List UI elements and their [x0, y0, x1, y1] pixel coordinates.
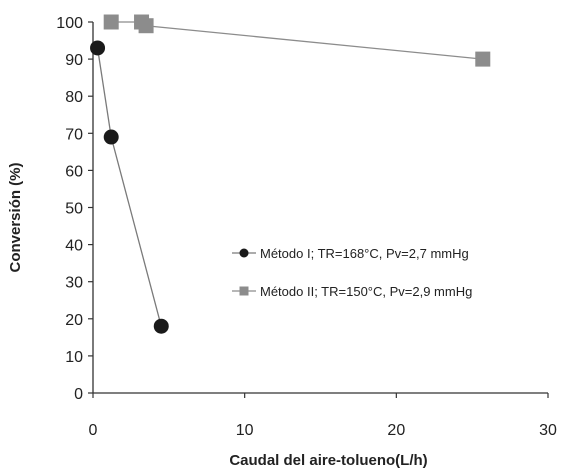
y-tick-label: 70	[65, 126, 83, 143]
legend-label: Método II; TR=150°C, Pv=2,9 mmHg	[260, 284, 472, 299]
y-tick-label: 30	[65, 275, 83, 292]
y-tick-label: 60	[65, 163, 83, 180]
y-axis-title: Conversión (%)	[7, 162, 24, 272]
data-point	[138, 18, 154, 34]
series-1	[90, 40, 169, 334]
y-tick-label: 10	[65, 349, 83, 366]
x-tick-label: 10	[236, 422, 254, 439]
data-point	[103, 14, 119, 30]
data-point	[475, 51, 491, 67]
x-ticks: 0 10 20 30	[89, 393, 557, 439]
y-tick-label: 0	[74, 386, 83, 403]
x-tick-label: 20	[387, 422, 405, 439]
x-tick-label: 0	[89, 422, 98, 439]
data-series	[90, 14, 491, 334]
y-tick-label: 40	[65, 238, 83, 255]
y-tick-label: 100	[56, 15, 83, 32]
x-tick-label: 30	[539, 422, 557, 439]
y-tick-label: 20	[65, 312, 83, 329]
data-point	[103, 129, 119, 145]
y-ticks: 0 10 20 30 40 50 60 70 80 90 100	[56, 15, 93, 403]
legend: Método I; TR=168°C, Pv=2,7 mmHg Método II…	[232, 246, 472, 299]
legend-marker	[239, 286, 249, 296]
data-point	[90, 40, 106, 56]
series-2	[103, 14, 491, 67]
data-point	[153, 318, 169, 334]
legend-item: Método II; TR=150°C, Pv=2,9 mmHg	[232, 284, 472, 299]
axes	[92, 22, 548, 394]
y-tick-label: 80	[65, 89, 83, 106]
series-line	[111, 21, 483, 60]
series-line	[96, 47, 162, 327]
y-tick-label: 50	[65, 201, 83, 218]
legend-item: Método I; TR=168°C, Pv=2,7 mmHg	[232, 246, 469, 261]
legend-label: Método I; TR=168°C, Pv=2,7 mmHg	[260, 246, 469, 261]
legend-marker	[239, 248, 249, 258]
y-tick-label: 90	[65, 52, 83, 69]
x-axis-title: Caudal del aire-tolueno(L/h)	[229, 452, 427, 469]
